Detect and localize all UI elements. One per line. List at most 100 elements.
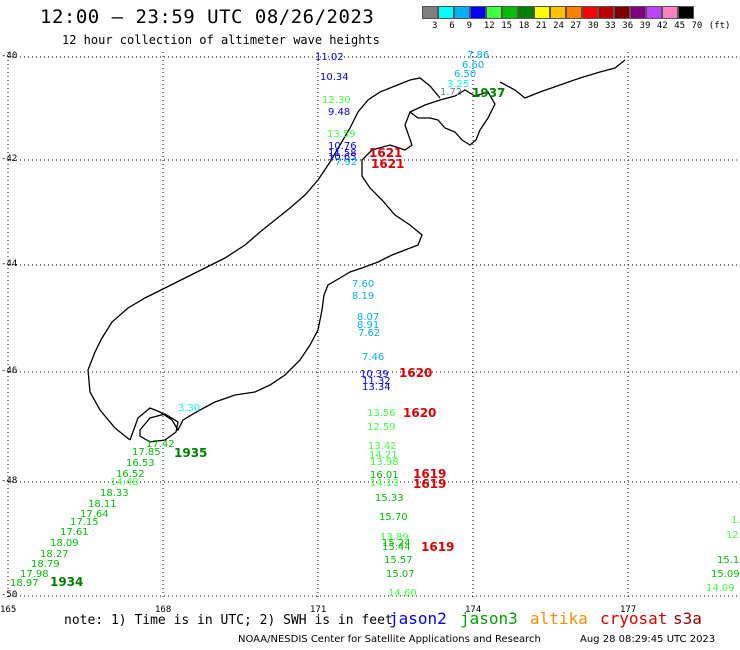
wave-height-value: 8.91 [357, 320, 379, 331]
latitude-label: -44 [1, 259, 18, 269]
wave-height-value: 15.24 [382, 538, 411, 549]
legend-label: 36 [622, 21, 634, 31]
legend-labels: 3 6 9 12 15 18 21 24 27 30 33 36 39 42 45 70 (ft) [422, 21, 740, 35]
legend-swatch [614, 6, 630, 19]
legend-swatch [566, 6, 582, 19]
latitude-label: -42 [1, 154, 18, 164]
satellite-s3a-label: s3a [673, 609, 702, 628]
legend-swatch [518, 6, 534, 19]
wave-height-value: 10.76 [328, 141, 357, 152]
legend-swatch [534, 6, 550, 19]
latitude-label: -50 [1, 590, 18, 600]
legend-swatch [454, 6, 470, 19]
wave-height-value: 15.1 [717, 555, 739, 566]
wave-height-value: 13.89 [380, 532, 409, 543]
pass-time-label: 1621 [371, 157, 404, 171]
wave-height-value: 14.13 [370, 478, 399, 489]
observation-labels: 7.866.606.503.251.72 11.02 10.34 12.309.48 1… [10, 50, 740, 599]
wave-height-value: 11.58 [328, 148, 357, 159]
wave-height-value: 8.19 [352, 291, 374, 302]
wave-height-value: 6.60 [462, 60, 484, 71]
wave-height-value: 15.57 [384, 555, 413, 566]
legend-swatch [662, 6, 678, 19]
legend-swatch [678, 6, 694, 19]
wave-height-value: 7.46 [362, 352, 384, 363]
legend-label: 33 [605, 21, 616, 31]
north-island-south-coastline [499, 59, 626, 99]
legend-label: 70 [691, 21, 703, 31]
legend-swatch [646, 6, 662, 19]
legend-swatch [438, 6, 454, 19]
wave-height-value: 17.61 [60, 527, 89, 538]
legend-swatch [502, 6, 518, 19]
wave-height-value: 17.98 [20, 569, 49, 580]
legend-swatch [550, 6, 566, 19]
wave-height-value: 18.27 [40, 549, 69, 560]
pass-time-label: 1620 [403, 406, 436, 420]
wave-height-value: 15.07 [386, 569, 415, 580]
wave-height-value: 10.34 [320, 72, 349, 83]
south-island-west-coast [87, 77, 441, 441]
latitude-label: -48 [1, 476, 18, 486]
wave-height-value: 12.30 [322, 95, 351, 106]
wave-height-value: 6.50 [454, 69, 476, 80]
legend-swatch [422, 6, 438, 19]
pass-time-label: 1937 [472, 86, 505, 100]
wave-height-value: 13.34 [362, 382, 391, 393]
longitude-label: 165 [0, 605, 17, 615]
legend-label: 12 [483, 21, 495, 31]
legend-swatch [470, 6, 486, 19]
wave-height-value: 16.01 [370, 470, 399, 481]
wave-height-value: 9.48 [328, 107, 350, 118]
longitude-label: 177 [620, 605, 637, 615]
wave-height-value: 17.85 [132, 447, 161, 458]
wave-height-value: 13.98 [370, 457, 399, 468]
legend-label: 24 [553, 21, 564, 31]
footer-note: note: 1) Time is in UTC; 2) SWH is in fe… [64, 613, 393, 628]
latitude-label: -40 [1, 51, 18, 61]
wave-height-value: 3.25 [447, 79, 469, 90]
page-subtitle: 12 hour collection of altimeter wave hei… [62, 33, 380, 47]
satellite-altika-label: altika [530, 609, 588, 628]
credit-text: NOAA/NESDIS Center for Satellite Applica… [238, 634, 541, 645]
wave-height-value: 16.53 [126, 458, 155, 469]
legend-label: 27 [570, 21, 582, 31]
wave-height-color-legend [422, 6, 694, 19]
longitude-label: 168 [155, 605, 172, 615]
wave-height-value: 7.86 [467, 50, 489, 61]
page-title: 12:00 – 23:59 UTC 08/26/2023 [40, 6, 375, 28]
wave-height-value: 15.09 [711, 569, 740, 580]
wave-height-value: 15.44 [382, 542, 411, 553]
wave-height-value: 8.07 [357, 312, 379, 323]
south-island-coastline [129, 89, 496, 441]
legend-swatch [582, 6, 598, 19]
pass-time-label: 1935 [174, 446, 207, 460]
legend-label: 42 [656, 21, 668, 31]
satellite-jason3-label: jason3 [460, 609, 518, 628]
wave-height-value: 12.0 [726, 530, 740, 541]
latitude-label: -46 [1, 366, 18, 376]
legend-label: 45 [674, 21, 686, 31]
wave-height-value: 17.15 [70, 517, 99, 528]
wave-height-value: 18.33 [100, 488, 129, 499]
wave-height-value: 10.39 [360, 369, 389, 380]
wave-height-value: 13.59 [327, 129, 356, 140]
longitude-label: 171 [310, 605, 327, 615]
legend-label: 30 [587, 21, 599, 31]
wave-height-value: 11.02 [315, 52, 344, 63]
satellite-jason2-label: jason2 [389, 609, 447, 628]
legend-label: 21 [535, 21, 547, 31]
wave-height-value: 3.30 [178, 403, 200, 414]
pass-time-label: 1619 [413, 477, 446, 491]
legend-swatch [486, 6, 502, 19]
legend-label: 18 [518, 21, 530, 31]
wave-height-value: 18.11 [88, 499, 117, 510]
legend-label: 3 [432, 21, 438, 31]
legend-label: 15 [501, 21, 513, 31]
wave-height-value: 14.21 [369, 450, 398, 461]
pass-time-label: 1621 [369, 146, 402, 160]
stewart-island-coastline [139, 413, 179, 443]
new-zealand-coastline [87, 59, 626, 443]
